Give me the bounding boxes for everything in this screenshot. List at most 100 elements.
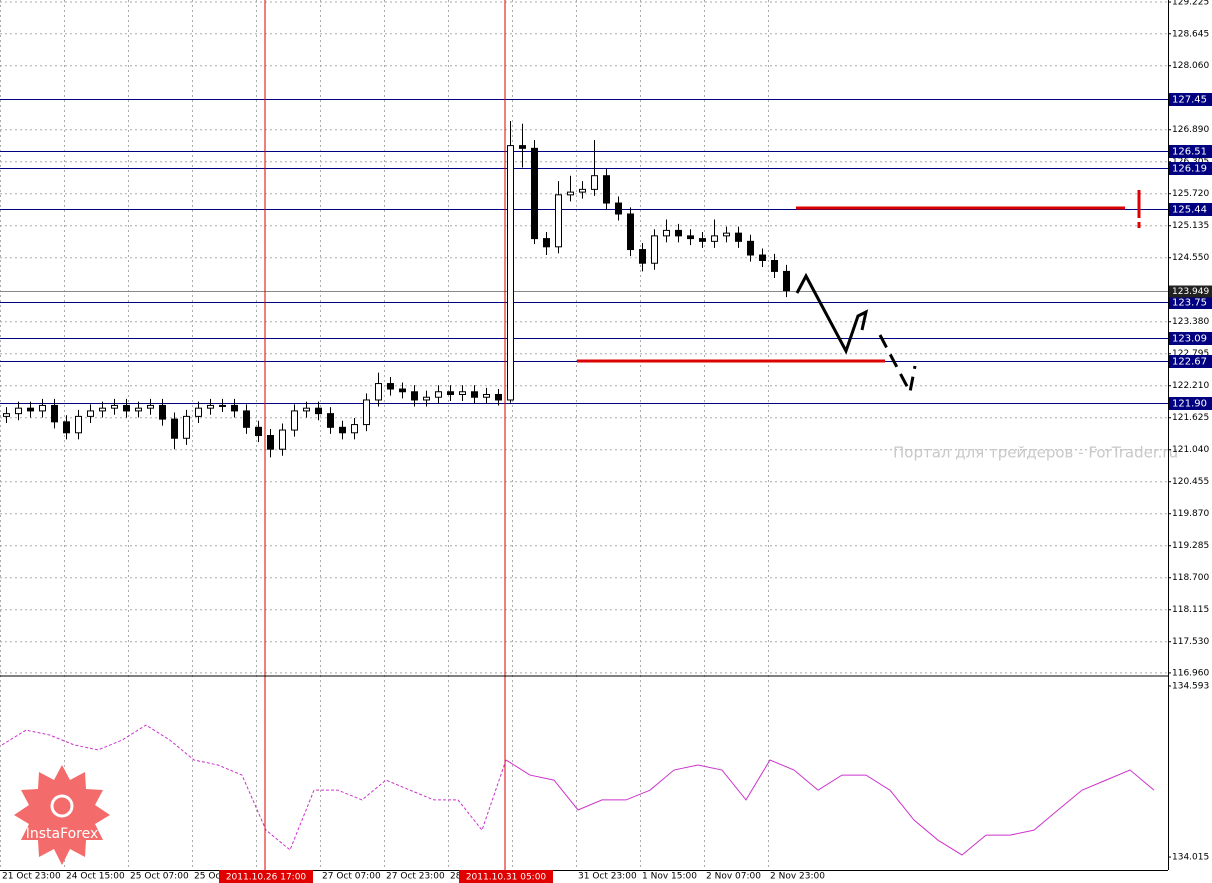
level-label-box: [1169, 296, 1212, 309]
candle-body: [339, 426, 346, 434]
candle-body: [747, 240, 754, 256]
y-tick-label: 125.135: [1172, 221, 1209, 231]
y-tick-label: 117.530: [1172, 637, 1209, 647]
level-label: 126.51: [1172, 147, 1207, 158]
x-tick-label: 24 Oct 15:00: [66, 872, 125, 882]
candle-body: [3, 413, 10, 417]
candle-body: [459, 391, 466, 395]
candle-body: [15, 407, 22, 415]
y-tick-label: 118.700: [1172, 573, 1209, 583]
candle-body: [699, 238, 706, 242]
levels: [0, 99, 1168, 404]
x-tick-label: 31 Oct 23:00: [578, 872, 637, 882]
x-tick-label: 1 Nov 15:00: [642, 872, 697, 882]
x-tick-label: 2 Nov 07:00: [706, 872, 761, 882]
y-tick-label: 119.285: [1172, 541, 1209, 551]
level-label-box: [1169, 145, 1212, 158]
candle-body: [651, 235, 658, 264]
level-label: 125.44: [1172, 205, 1207, 216]
y-tick-label: 118.115: [1172, 605, 1209, 615]
y-tick-label: 129.225: [1172, 0, 1209, 8]
candle-body: [267, 435, 274, 450]
logo-icon: [50, 794, 74, 818]
event-label: 2011.10.31 05:00: [466, 873, 547, 883]
forecast-path: [795, 272, 869, 355]
candle-body: [243, 410, 250, 428]
y-tick-label: 116.960: [1172, 668, 1209, 678]
candle-body: [615, 202, 622, 215]
candle-body: [291, 410, 298, 431]
candle-body: [135, 407, 142, 412]
y-tick-label: 122.210: [1172, 381, 1209, 391]
candle-body: [411, 391, 418, 401]
candle-body: [75, 415, 82, 434]
x-tick-label: 2 Nov 23:00: [770, 872, 825, 882]
candle-body: [219, 404, 226, 407]
candles: [3, 120, 790, 458]
candle-body: [195, 407, 202, 417]
candle-body: [327, 413, 334, 428]
candle-body: [591, 175, 598, 190]
price-label: 123.949: [1172, 287, 1209, 297]
candle-body: [447, 391, 454, 395]
y-tick-label: 121.040: [1172, 445, 1209, 455]
candle-body: [507, 145, 514, 401]
candle-body: [711, 235, 718, 242]
candle-body: [579, 188, 586, 193]
level-label-box: [1169, 93, 1212, 106]
level-label: 123.75: [1172, 298, 1207, 309]
logo: InstaForex: [14, 765, 110, 865]
candle-body: [363, 399, 370, 426]
y-tick-label: 120.455: [1172, 477, 1209, 487]
candle-body: [783, 270, 790, 292]
candle-body: [159, 404, 166, 420]
candle-body: [435, 391, 442, 398]
candle-body: [87, 410, 94, 417]
x-tick-label: 27 Oct 07:00: [322, 872, 381, 882]
y-tick-label: 126.890: [1172, 125, 1209, 135]
y-tick-label: 121.625: [1172, 413, 1209, 423]
candle-body: [423, 396, 430, 401]
event-label-box: [459, 870, 553, 883]
indicator: [1, 724, 1155, 856]
x-tick-label: 21 Oct 23:00: [2, 872, 61, 882]
candle-body: [603, 175, 610, 204]
candle-body: [207, 404, 214, 409]
candle-body: [483, 393, 490, 398]
y-tick-label: 124.550: [1172, 253, 1209, 263]
candle-body: [495, 393, 502, 401]
candle-body: [555, 194, 562, 248]
level-label: 122.67: [1172, 357, 1207, 368]
candle-body: [315, 407, 322, 415]
y-tick-label: 119.870: [1172, 509, 1209, 519]
y-tick-label: 128.060: [1172, 61, 1209, 71]
candle-body: [39, 404, 46, 412]
candle-body: [27, 407, 34, 412]
candle-body: [663, 229, 670, 237]
candle-body: [255, 426, 262, 437]
level-label-box: [1169, 203, 1212, 216]
candle-body: [471, 391, 478, 398]
candle-body: [123, 404, 130, 412]
y-tick-label: 125.720: [1172, 189, 1209, 199]
price-label-box: [1169, 285, 1212, 298]
candle-body: [759, 254, 766, 261]
candle-body: [627, 213, 634, 251]
candle-body: [771, 259, 778, 272]
candle-body: [639, 249, 646, 264]
candle-body: [399, 388, 406, 393]
candle-body: [303, 407, 310, 412]
candle-body: [567, 191, 574, 196]
watermark: Портал для трейдеров - ForTrader.ru: [893, 444, 1178, 462]
candle-body: [51, 404, 58, 423]
level-label: 127.45: [1172, 95, 1207, 106]
y-tick-label: 128.645: [1172, 29, 1209, 39]
candle-body: [147, 404, 154, 409]
level-label-box: [1169, 332, 1212, 345]
candle-body: [387, 383, 394, 390]
candle-body: [687, 235, 694, 240]
candle-body: [63, 421, 70, 434]
candle-body: [531, 147, 538, 240]
